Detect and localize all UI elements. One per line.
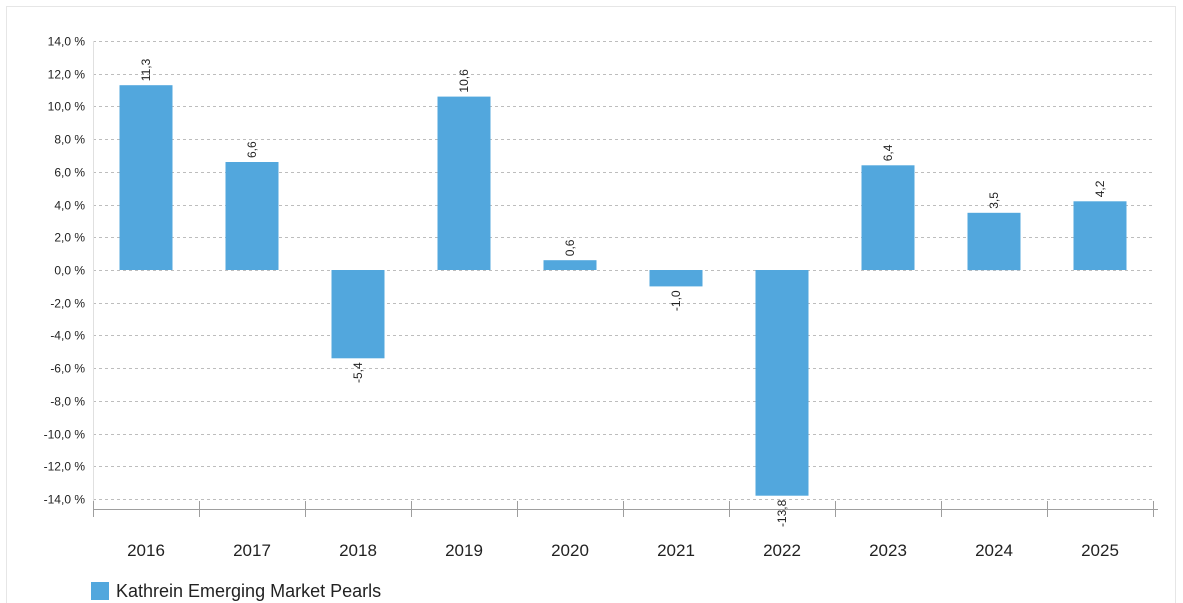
bar-2022	[755, 270, 809, 496]
y-tick-label: -4,0 %	[50, 329, 85, 343]
y-tick-label: -6,0 %	[50, 362, 85, 376]
data-label: 4,2	[1093, 180, 1107, 197]
data-label: -5,4	[351, 362, 365, 383]
data-label: 3,5	[987, 192, 1001, 209]
y-tick-label: -2,0 %	[50, 297, 85, 311]
data-label: 10,6	[457, 69, 471, 93]
data-label: 6,4	[881, 144, 895, 161]
x-tick-label: 2020	[551, 541, 589, 560]
y-tick-label: -12,0 %	[44, 460, 86, 474]
y-tick-label: 10,0 %	[48, 100, 86, 114]
y-tick-label: 0,0 %	[54, 264, 85, 278]
y-tick-label: 12,0 %	[48, 68, 86, 82]
bar-2021	[649, 270, 703, 287]
chart-frame	[6, 6, 1176, 603]
y-tick-label: -10,0 %	[44, 428, 86, 442]
x-axis	[93, 41, 1158, 517]
y-tick-label: 4,0 %	[54, 199, 85, 213]
legend-label: Kathrein Emerging Market Pearls	[116, 580, 382, 601]
data-labels: 11,3 6,6 -5,4 10,6 0,6 -1,0 -13,8 6,4 3,5 4,2	[139, 58, 1107, 527]
data-label: 11,3	[139, 58, 153, 81]
grid-lines	[93, 41, 1153, 500]
bar-2020	[543, 260, 597, 270]
bar-2018	[331, 270, 385, 359]
legend-swatch	[91, 582, 109, 600]
data-label: 0,6	[563, 239, 577, 256]
bar-2019	[437, 96, 491, 270]
bar-2017	[225, 162, 279, 270]
x-tick-label: 2025	[1081, 541, 1119, 560]
y-tick-label: 2,0 %	[54, 231, 85, 245]
x-tick-label: 2023	[869, 541, 907, 560]
data-label: 6,6	[245, 141, 259, 158]
bar-2023	[861, 165, 915, 270]
x-tick-label: 2021	[657, 541, 695, 560]
x-tick-label: 2016	[127, 541, 165, 560]
x-tick-label: 2018	[339, 541, 377, 560]
data-label: -1,0	[669, 290, 683, 311]
bar-2024	[967, 212, 1021, 271]
y-axis-ticks: 14,0 % 12,0 % 10,0 % 8,0 % 6,0 % 4,0 % 2,0 % 0,…	[44, 35, 86, 507]
x-axis-ticks: 2016 2017 2018 2019 2020 2021 2022 2023 2024 2025	[127, 541, 1119, 560]
y-tick-label: 8,0 %	[54, 133, 85, 147]
bars	[119, 85, 1127, 496]
x-tick-label: 2019	[445, 541, 483, 560]
y-tick-label: 6,0 %	[54, 166, 85, 180]
x-tick-label: 2022	[763, 541, 801, 560]
y-tick-label: 14,0 %	[48, 35, 86, 49]
x-tick-label: 2017	[233, 541, 271, 560]
data-label: -13,8	[775, 499, 789, 527]
legend: Kathrein Emerging Market Pearls	[91, 580, 381, 602]
y-tick-label: -8,0 %	[50, 395, 85, 409]
x-tick-label: 2024	[975, 541, 1013, 560]
bar-2016	[119, 85, 173, 270]
y-tick-label: -14,0 %	[44, 493, 86, 507]
bar-2025	[1073, 201, 1127, 270]
